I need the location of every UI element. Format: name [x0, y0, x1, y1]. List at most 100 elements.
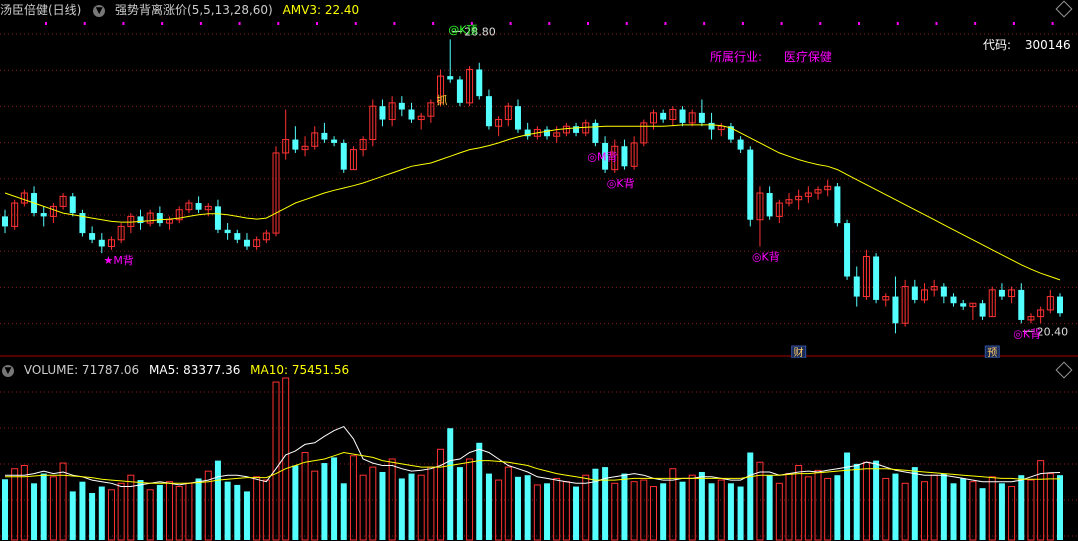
volume-bar — [1008, 486, 1016, 541]
candle-body — [89, 233, 96, 240]
top-marker — [199, 22, 202, 25]
volume-bar — [562, 481, 570, 541]
candle-body — [911, 286, 918, 300]
candle-body — [359, 139, 367, 151]
candle-body — [107, 239, 115, 247]
volume-bar — [495, 479, 503, 541]
candle-body — [698, 112, 705, 123]
event-badge — [791, 345, 807, 358]
volume-bar — [756, 461, 764, 541]
volume-bar — [533, 484, 541, 541]
volume-bar — [892, 473, 899, 540]
top-marker — [45, 22, 47, 25]
volume-bar — [253, 476, 261, 541]
top-signal-label: @K顶 — [448, 23, 477, 36]
candle-body — [727, 126, 734, 140]
volume-bar — [998, 483, 1005, 540]
volume-bar — [969, 481, 977, 541]
volume-bar — [166, 481, 174, 541]
price-chart[interactable]: 28.80 20.40 @K顶抓 ★M背 ◎M背 ◎K背 ◎K背 ◎K背财 预 — [0, 0, 1078, 358]
volume-dropdown-icon[interactable]: ▼ — [2, 364, 14, 377]
top-marker — [664, 22, 667, 25]
volume-bar — [882, 477, 890, 541]
candle-body — [621, 146, 628, 167]
volume-bar — [602, 467, 609, 540]
volume-bar — [388, 458, 396, 541]
top-marker — [780, 22, 783, 25]
volume-bar — [524, 475, 531, 540]
candle-body — [930, 286, 938, 291]
industry-value: 医疗保健 — [783, 50, 832, 64]
volume-bar — [137, 480, 144, 540]
volume-bar — [117, 482, 125, 541]
top-marker — [625, 22, 628, 25]
candle-body — [873, 256, 880, 300]
event-badge-label: 财 — [794, 346, 804, 358]
volume-bar — [920, 481, 928, 541]
candle-body — [1037, 309, 1045, 318]
volume-bar — [814, 469, 822, 541]
candle-body — [988, 289, 996, 318]
candle-body — [920, 289, 928, 301]
top-marker — [316, 22, 319, 25]
volume-bar — [727, 483, 734, 540]
top-marker — [354, 22, 357, 25]
volume-ma5-line — [5, 425, 1061, 487]
volume-header: ▼ VOLUME: 71787.06 MA5: 83377.36 MA10: 7… — [0, 360, 355, 380]
volume-bar — [369, 466, 377, 541]
volume-bar — [321, 463, 328, 540]
volume-bar — [911, 467, 918, 540]
top-marker — [896, 22, 899, 25]
candle-body — [485, 96, 492, 127]
volume-bar — [331, 457, 338, 540]
volume-bar — [98, 486, 105, 540]
volume-bar — [1046, 473, 1054, 541]
top-marker — [161, 22, 164, 25]
amv-value: AMV3: 22.40 — [282, 3, 360, 17]
top-marker — [122, 22, 125, 25]
volume-bar — [40, 473, 47, 540]
volume-bar — [408, 473, 415, 540]
volume-bar — [669, 468, 677, 541]
candle-body — [156, 213, 163, 224]
top-marker — [703, 22, 706, 25]
volume-bar — [514, 476, 521, 540]
volume-bar — [1027, 479, 1035, 541]
candle-body — [562, 125, 570, 134]
candle-body — [1027, 316, 1035, 321]
volume-bar — [660, 483, 667, 540]
volume-bar — [804, 476, 812, 541]
candle-body — [398, 102, 405, 110]
volume-bar — [69, 491, 76, 540]
candle-body — [437, 75, 445, 104]
candle-body — [892, 296, 899, 324]
candle-body — [204, 205, 212, 211]
volume-bar — [340, 483, 347, 540]
volume-bar — [398, 478, 405, 540]
industry-label: 所属行业: — [710, 50, 763, 64]
candle-body — [185, 202, 193, 211]
volume-bar — [234, 484, 241, 540]
indicator-dropdown-icon[interactable]: ▼ — [93, 4, 106, 17]
volume-bar — [1037, 460, 1045, 541]
candle-body — [117, 225, 125, 241]
volume-bar — [11, 468, 19, 541]
volume-bar — [243, 491, 250, 540]
volume-bar — [175, 486, 183, 541]
indicator-name[interactable]: 强势背离涨价(5,5,13,28,60) — [115, 3, 273, 17]
event-badge-label: 预 — [987, 347, 997, 358]
volume-bar — [456, 467, 463, 540]
volume-bar — [824, 477, 832, 541]
volume-bar — [1, 479, 9, 540]
candle-body — [679, 109, 686, 123]
volume-bar — [349, 455, 357, 541]
volume-bar — [717, 479, 725, 541]
candle-body — [11, 202, 19, 227]
grab-signal-label: 抓 — [437, 93, 448, 107]
candle-body — [408, 109, 415, 120]
volume-bar — [1018, 475, 1025, 540]
volume-bar — [204, 470, 212, 541]
expand-volume-icon[interactable] — [1055, 361, 1073, 379]
volume-bar — [89, 493, 96, 540]
top-marker — [1012, 22, 1015, 25]
